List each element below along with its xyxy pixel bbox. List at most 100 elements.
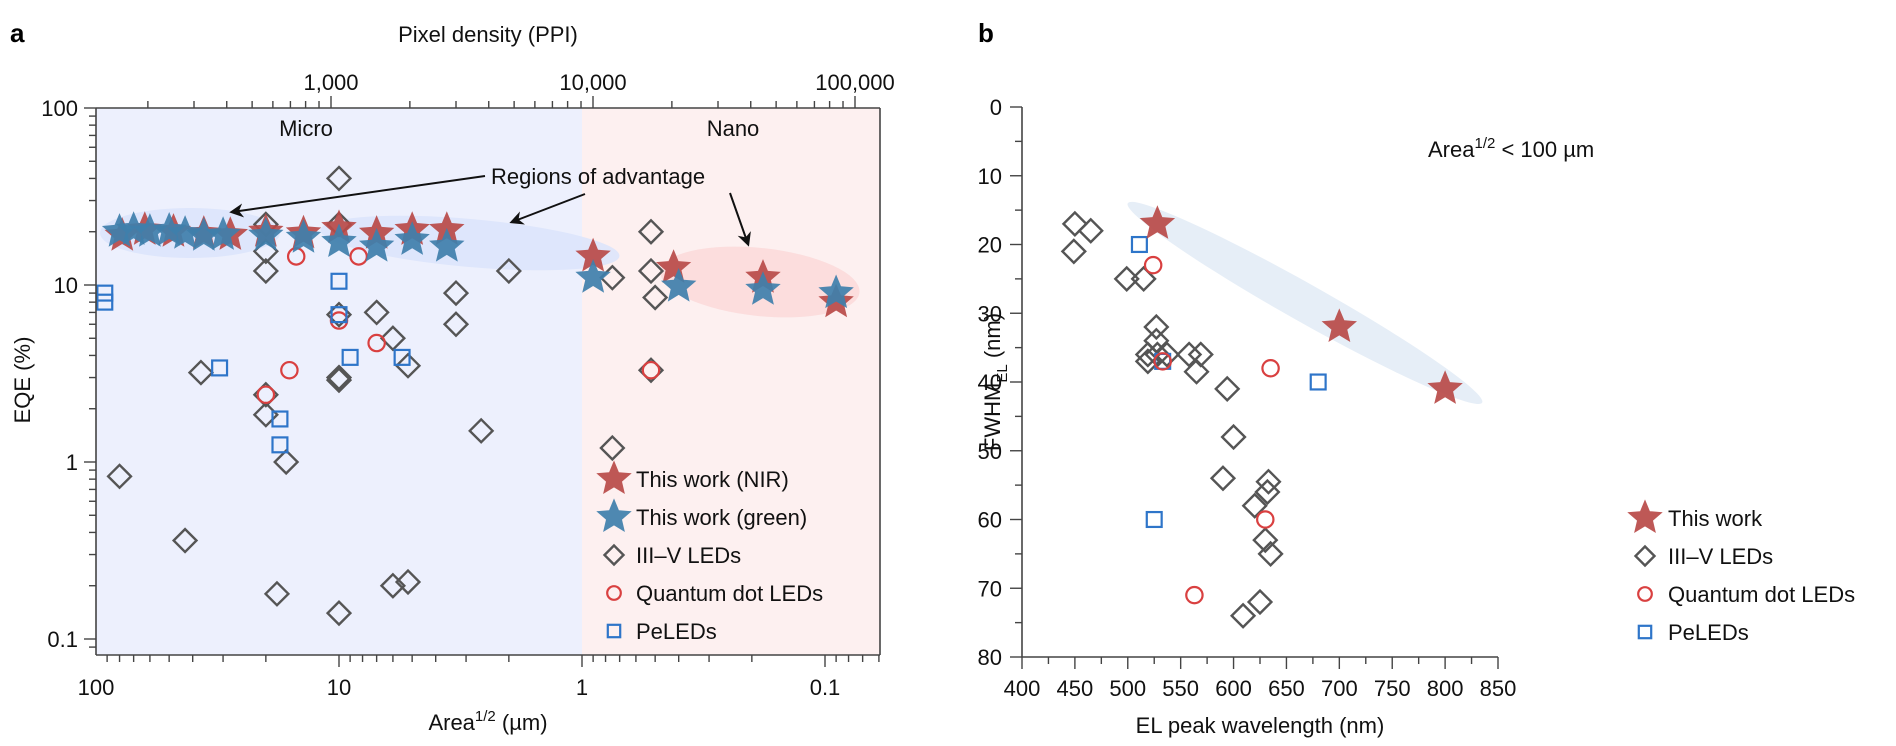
data-point <box>575 259 611 293</box>
panel-b-points <box>1060 205 1463 629</box>
data-point <box>1130 235 1148 254</box>
panel-a-points <box>96 165 854 627</box>
legend-item-quantum-dot-leds: Quantum dot LEDs <box>606 581 823 606</box>
panel-b-y-axis-title: FWHMEL (nm) <box>980 313 1011 451</box>
data-point <box>637 218 665 245</box>
data-point <box>661 268 697 302</box>
data-point <box>325 367 353 394</box>
data-point <box>1220 423 1247 451</box>
x-tick-label: 1 <box>576 675 588 700</box>
series-peleds <box>96 272 411 454</box>
legend-item-peleds: PeLEDs <box>1637 620 1749 645</box>
x-tick-label: 100 <box>78 675 115 700</box>
panel-a: Micro Nano Regions of advantage 100 10 1 0.… <box>10 22 895 735</box>
x-tick-label: 0.1 <box>810 675 841 700</box>
series-iii-v-leds <box>1060 210 1284 629</box>
data-point <box>367 333 386 353</box>
panel-b-annotation: Area1/2 < 100 µm <box>1428 135 1594 162</box>
data-point <box>1427 370 1463 404</box>
data-point <box>263 580 291 607</box>
micro-label: Micro <box>279 116 333 141</box>
data-point <box>1139 205 1176 239</box>
data-point <box>1261 358 1280 378</box>
x-tick-label: 750 <box>1374 676 1411 701</box>
data-point <box>442 311 470 338</box>
series-this-work <box>1139 205 1463 404</box>
legend-item-this-work: This work <box>1627 499 1763 533</box>
annotation-arrows <box>229 175 751 247</box>
data-point <box>1209 465 1237 492</box>
legend-label: PeLEDs <box>1668 620 1749 645</box>
data-point <box>642 284 669 311</box>
data-point <box>655 249 692 283</box>
legend-label: This work (NIR) <box>636 467 789 492</box>
data-point <box>641 360 661 380</box>
y-tick-label: 10 <box>978 164 1002 189</box>
data-point <box>132 213 168 247</box>
panel-b-x-axis-title: EL peak wavelength (nm) <box>1136 713 1385 738</box>
data-point <box>575 237 611 272</box>
data-point <box>1309 373 1327 391</box>
data-point <box>394 352 422 379</box>
highlight-ellipse-micro-right <box>320 215 620 271</box>
legend-label: Quantum dot LEDs <box>1668 582 1855 607</box>
legend-marker-diamond <box>602 543 626 567</box>
data-point <box>330 272 348 290</box>
legend-item-this-work-nir: This work (NIR) <box>596 460 789 494</box>
legend-item-iii-v-leds: III–V LEDs <box>602 543 741 568</box>
data-point <box>211 359 229 377</box>
y-tick-label: 100 <box>41 96 78 121</box>
legend-marker-star <box>596 498 632 532</box>
panel-a-top-axis-title: Pixel density (PPI) <box>398 22 578 47</box>
data-point <box>321 223 357 257</box>
x-tick-label: 10 <box>327 675 351 700</box>
data-point <box>393 348 411 366</box>
data-point <box>1143 313 1170 341</box>
panel-b-axes: 400 450 500 550 600 650 700 750 800 850 0 10 20 30 40 5… <box>978 95 1517 701</box>
data-point <box>359 227 395 262</box>
data-point <box>1257 540 1284 567</box>
legend-item-this-work-green: This work (green) <box>596 498 807 532</box>
legend-label: This work <box>1668 506 1763 531</box>
legend-marker-square <box>606 623 622 639</box>
data-point <box>1214 375 1241 402</box>
data-point <box>252 257 279 285</box>
series-this-work-green <box>101 211 854 309</box>
x-tick-label: 700 <box>1321 676 1358 701</box>
annotation-arrow <box>729 192 751 247</box>
data-point <box>1183 358 1210 385</box>
data-point <box>325 364 353 391</box>
data-point <box>171 527 199 554</box>
y-tick-label: 30 <box>978 301 1002 326</box>
panel-a-x-axis-title: Area1/2 (µm) <box>428 708 547 735</box>
data-point <box>363 299 390 326</box>
x-tick-label: 500 <box>1109 676 1146 701</box>
regions-of-advantage-label: Regions of advantage <box>491 164 705 189</box>
data-point <box>325 600 353 627</box>
data-point <box>1321 308 1357 342</box>
data-point <box>1246 588 1274 616</box>
y-tick-label: 50 <box>978 439 1002 464</box>
data-point <box>1061 210 1088 237</box>
y-tick-label: 0 <box>990 95 1002 120</box>
data-point <box>1153 352 1172 371</box>
data-point <box>495 257 522 285</box>
data-point <box>394 568 422 596</box>
data-point <box>325 165 353 192</box>
legend-marker-star <box>596 460 632 494</box>
data-point <box>429 227 465 262</box>
nano-label: Nano <box>707 116 760 141</box>
highlight-ellipse <box>1127 201 1483 404</box>
data-point <box>96 293 114 311</box>
top-tick-label: 100,000 <box>815 70 895 95</box>
x-tick-label: 450 <box>1057 676 1094 701</box>
data-point <box>1176 341 1203 368</box>
legend-marker-circle <box>606 585 622 601</box>
data-point <box>745 271 781 305</box>
top-tick-label: 1,000 <box>303 70 358 95</box>
legend-label: PeLEDs <box>636 619 717 644</box>
data-point <box>1241 492 1268 519</box>
panel-b-highlight <box>1127 201 1483 404</box>
panel-a-legend: This work (NIR) This work (green) III–V LE… <box>596 460 823 644</box>
